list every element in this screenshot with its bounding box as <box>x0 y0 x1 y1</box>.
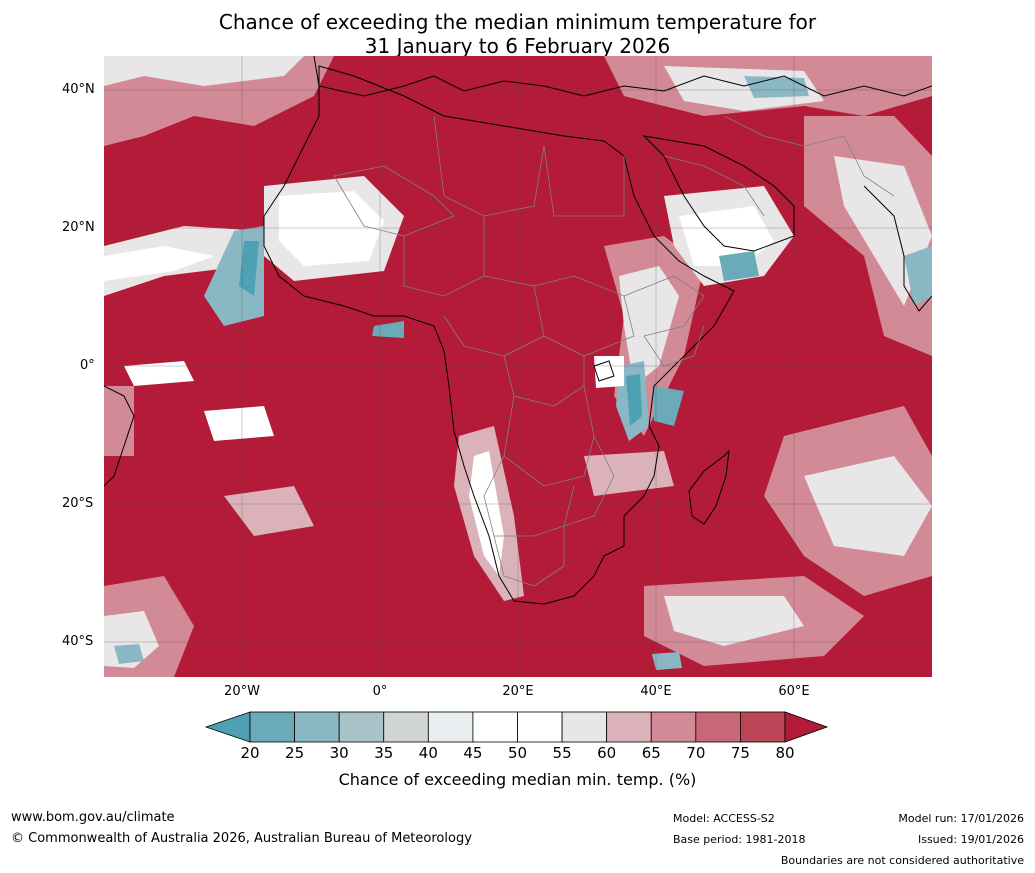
colorbar-tick-label: 80 <box>775 744 794 760</box>
map-plot <box>104 56 932 677</box>
colorbar-cell <box>561 711 608 743</box>
colorbar-cell <box>695 711 741 743</box>
map-title-line1: Chance of exceeding the median minimum t… <box>218 10 817 34</box>
colorbar-tick-label: 70 <box>686 744 705 760</box>
footer-base-period: Base period: 1981-2018 <box>673 833 806 846</box>
colorbar-title: Chance of exceeding median min. temp. (%… <box>338 770 697 789</box>
europe-coastline <box>313 56 932 97</box>
coastlines <box>104 56 932 605</box>
colorbar-tick-label: 35 <box>374 744 393 760</box>
colorbar-legend: 20 25 30 35 40 45 50 55 60 65 70 75 80 <box>204 711 829 760</box>
footer-copyright: © Commonwealth of Australia 2026, Austra… <box>11 831 472 846</box>
lon-label-0: 0° <box>372 684 388 699</box>
colorbar-cell <box>383 711 429 743</box>
lon-label-20w: 20°W <box>224 684 260 699</box>
map-title-line2: 31 January to 6 February 2026 <box>364 34 671 58</box>
india-coastline <box>863 185 932 312</box>
colorbar-extend-high <box>784 711 829 743</box>
colorbar-tick-label: 30 <box>330 744 349 760</box>
footer-issued: Issued: 19/01/2026 <box>917 833 1024 846</box>
probability-patches <box>104 56 932 677</box>
footer-model: Model: ACCESS-S2 <box>673 812 775 825</box>
colorbar-cell <box>338 711 385 743</box>
colorbar-cell <box>650 711 697 743</box>
madagascar-coastline <box>688 449 730 525</box>
colorbar-tick-label: 45 <box>463 744 482 760</box>
colorbar-cell <box>427 711 474 743</box>
lat-label-20s: 20°S <box>62 496 94 511</box>
colorbar-cells <box>204 711 829 743</box>
colorbar-cell <box>606 711 652 743</box>
colorbar-tick-label: 20 <box>240 744 259 760</box>
lat-label-20n: 20°N <box>62 220 95 235</box>
colorbar-cell <box>740 711 786 743</box>
lat-label-40n: 40°N <box>62 82 95 97</box>
colorbar-tick-label: 25 <box>285 744 304 760</box>
lon-label-40e: 40°E <box>640 684 672 699</box>
lon-label-60e: 60°E <box>778 684 810 699</box>
colorbar-tick-label: 40 <box>419 744 438 760</box>
colorbar-cell <box>472 711 518 743</box>
colorbar-tick-label: 60 <box>597 744 616 760</box>
colorbar-extend-low <box>204 711 251 743</box>
country-borders <box>333 115 895 587</box>
colorbar-tick-label: 75 <box>731 744 750 760</box>
lake-victoria <box>593 360 615 382</box>
colorbar-ticks: 20 25 30 35 40 45 50 55 60 65 70 75 80 <box>240 744 794 760</box>
colorbar-cell <box>294 711 340 743</box>
africa-coastline <box>263 65 735 605</box>
colorbar-cell <box>517 711 563 743</box>
footer-website[interactable]: www.bom.gov.au/climate <box>11 810 175 825</box>
footer-disclaimer: Boundaries are not considered authoritat… <box>780 854 1024 867</box>
footer-model-run: Model run: 17/01/2026 <box>898 812 1024 825</box>
arabia-coastline <box>642 135 795 252</box>
lat-label-equator: 0° <box>80 358 95 373</box>
lon-label-20e: 20°E <box>502 684 534 699</box>
colorbar-tick-label: 65 <box>642 744 661 760</box>
south-america-coastline <box>104 385 135 487</box>
colorbar-cell <box>249 711 295 743</box>
colorbar-tick-label: 55 <box>553 744 572 760</box>
lat-label-40s: 40°S <box>62 634 94 649</box>
colorbar-tick-label: 50 <box>508 744 527 760</box>
